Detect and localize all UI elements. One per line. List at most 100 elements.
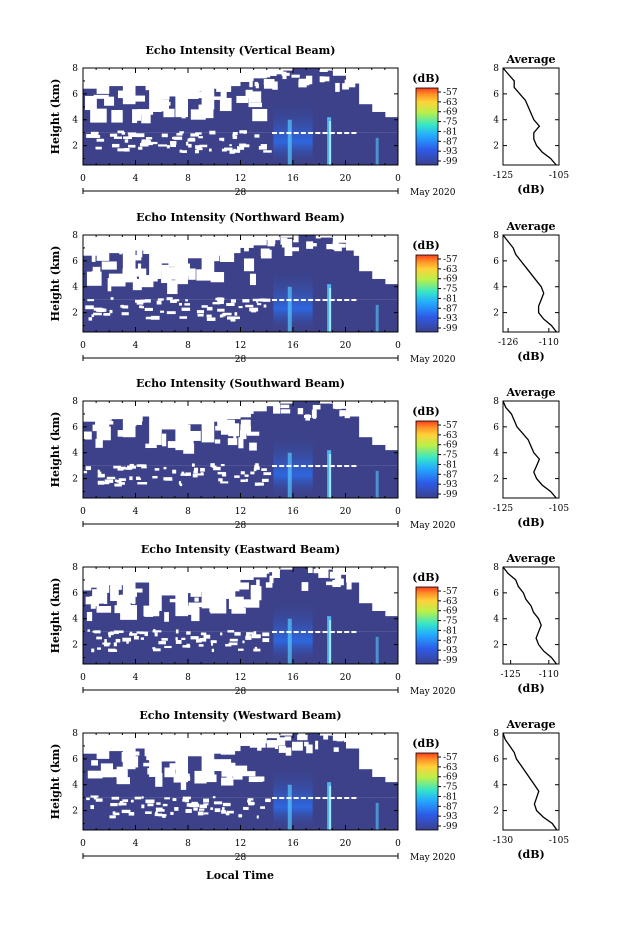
clear-gap <box>242 736 254 746</box>
clear-speckle <box>221 137 225 142</box>
clear-gap <box>118 579 128 585</box>
clear-speckle <box>170 299 177 303</box>
clear-speckle <box>260 144 267 147</box>
clear-speckle <box>262 638 270 643</box>
panel-title: Echo Intensity (Eastward Beam) <box>141 543 340 556</box>
avg-frame <box>502 67 560 166</box>
clear-speckle <box>206 317 216 321</box>
clear-gap <box>188 571 195 581</box>
clear-gap <box>173 250 188 258</box>
clear-gap <box>280 409 291 414</box>
clear-gap <box>97 244 104 254</box>
clear-speckle <box>258 146 267 150</box>
clear-gap <box>248 91 262 103</box>
clear-speckle <box>135 133 145 138</box>
clear-gap <box>339 731 345 738</box>
avg-y-tick-label: 8 <box>493 729 499 739</box>
clear-gap <box>104 239 111 244</box>
clear-gap <box>131 95 146 102</box>
clear-gap <box>366 240 370 245</box>
clear-speckle <box>179 316 188 319</box>
clear-gap <box>167 580 178 595</box>
colorbar-tick-label: -57 <box>443 421 458 431</box>
clear-gap <box>210 272 225 283</box>
clear-gap <box>167 441 179 448</box>
avg-x-label: (dB) <box>517 350 544 363</box>
clear-gap <box>219 97 232 112</box>
clear-speckle <box>153 629 156 633</box>
clear-speckle <box>109 815 116 819</box>
x-tick-label: 16 <box>287 507 299 517</box>
clear-speckle <box>210 463 215 467</box>
y-tick-label: 4 <box>72 781 78 791</box>
echo-column <box>201 608 215 632</box>
clear-gap <box>389 566 397 574</box>
clear-speckle <box>122 637 132 642</box>
clear-speckle <box>240 471 245 475</box>
clear-speckle <box>232 131 238 136</box>
clear-speckle <box>117 148 126 152</box>
clear-gap <box>265 582 273 588</box>
clear-speckle <box>145 811 152 815</box>
avg-title: Average <box>505 386 555 399</box>
clear-gap <box>96 605 112 613</box>
clear-gap <box>370 240 380 247</box>
clear-speckle <box>152 648 161 652</box>
colorbar-tick-label: -93 <box>443 646 458 656</box>
convective-streak <box>287 618 292 664</box>
clear-speckle <box>108 632 114 636</box>
bright-band-gap <box>336 465 342 468</box>
clear-gap <box>220 89 227 102</box>
clear-gap <box>206 98 212 108</box>
date-label: May 2020 <box>410 188 456 198</box>
x-tick-label: 0 <box>80 839 86 849</box>
clear-gap <box>307 566 313 573</box>
clear-gap <box>210 759 227 771</box>
clear-gap <box>233 765 248 775</box>
clear-gap <box>155 773 163 787</box>
echo-column <box>345 250 360 300</box>
clear-speckle <box>134 796 142 800</box>
clear-gap <box>153 264 169 272</box>
clear-speckle <box>221 807 225 811</box>
clear-speckle <box>229 638 238 642</box>
colorbar-tick-label: -75 <box>443 118 458 128</box>
x-tick-label: 16 <box>287 341 299 351</box>
echo-column <box>332 242 346 300</box>
clear-gap <box>180 775 187 790</box>
echo-column <box>135 416 150 466</box>
bright-band-gap <box>351 132 357 135</box>
clear-gap <box>120 605 137 620</box>
clear-gap <box>393 414 399 420</box>
clear-gap <box>379 730 385 739</box>
echo-column <box>358 104 373 133</box>
bright-band-gap <box>322 631 328 634</box>
clear-gap <box>136 110 142 121</box>
clear-speckle <box>194 149 199 154</box>
clear-gap <box>127 412 143 425</box>
bright-band-gap <box>300 797 306 800</box>
clear-speckle <box>255 463 259 467</box>
clear-speckle <box>232 149 241 153</box>
clear-speckle <box>186 631 191 635</box>
clear-speckle <box>225 812 230 816</box>
clear-gap <box>214 759 232 764</box>
clear-speckle <box>123 136 132 140</box>
clear-gap <box>91 253 96 262</box>
clear-speckle <box>158 144 168 147</box>
clear-speckle <box>139 143 149 147</box>
clear-gap <box>133 270 137 281</box>
clear-speckle <box>172 798 177 802</box>
clear-speckle <box>203 803 209 806</box>
clear-speckle <box>163 466 167 470</box>
clear-speckle <box>116 479 122 483</box>
colorbar-tick-label: -75 <box>443 617 458 627</box>
bright-band-gap <box>351 631 357 634</box>
clear-speckle <box>196 310 205 314</box>
clear-speckle <box>166 311 176 315</box>
clear-speckle <box>118 482 125 485</box>
echo-column <box>174 616 189 632</box>
clear-speckle <box>106 476 116 480</box>
clear-speckle <box>100 481 110 485</box>
clear-gap <box>144 607 154 617</box>
